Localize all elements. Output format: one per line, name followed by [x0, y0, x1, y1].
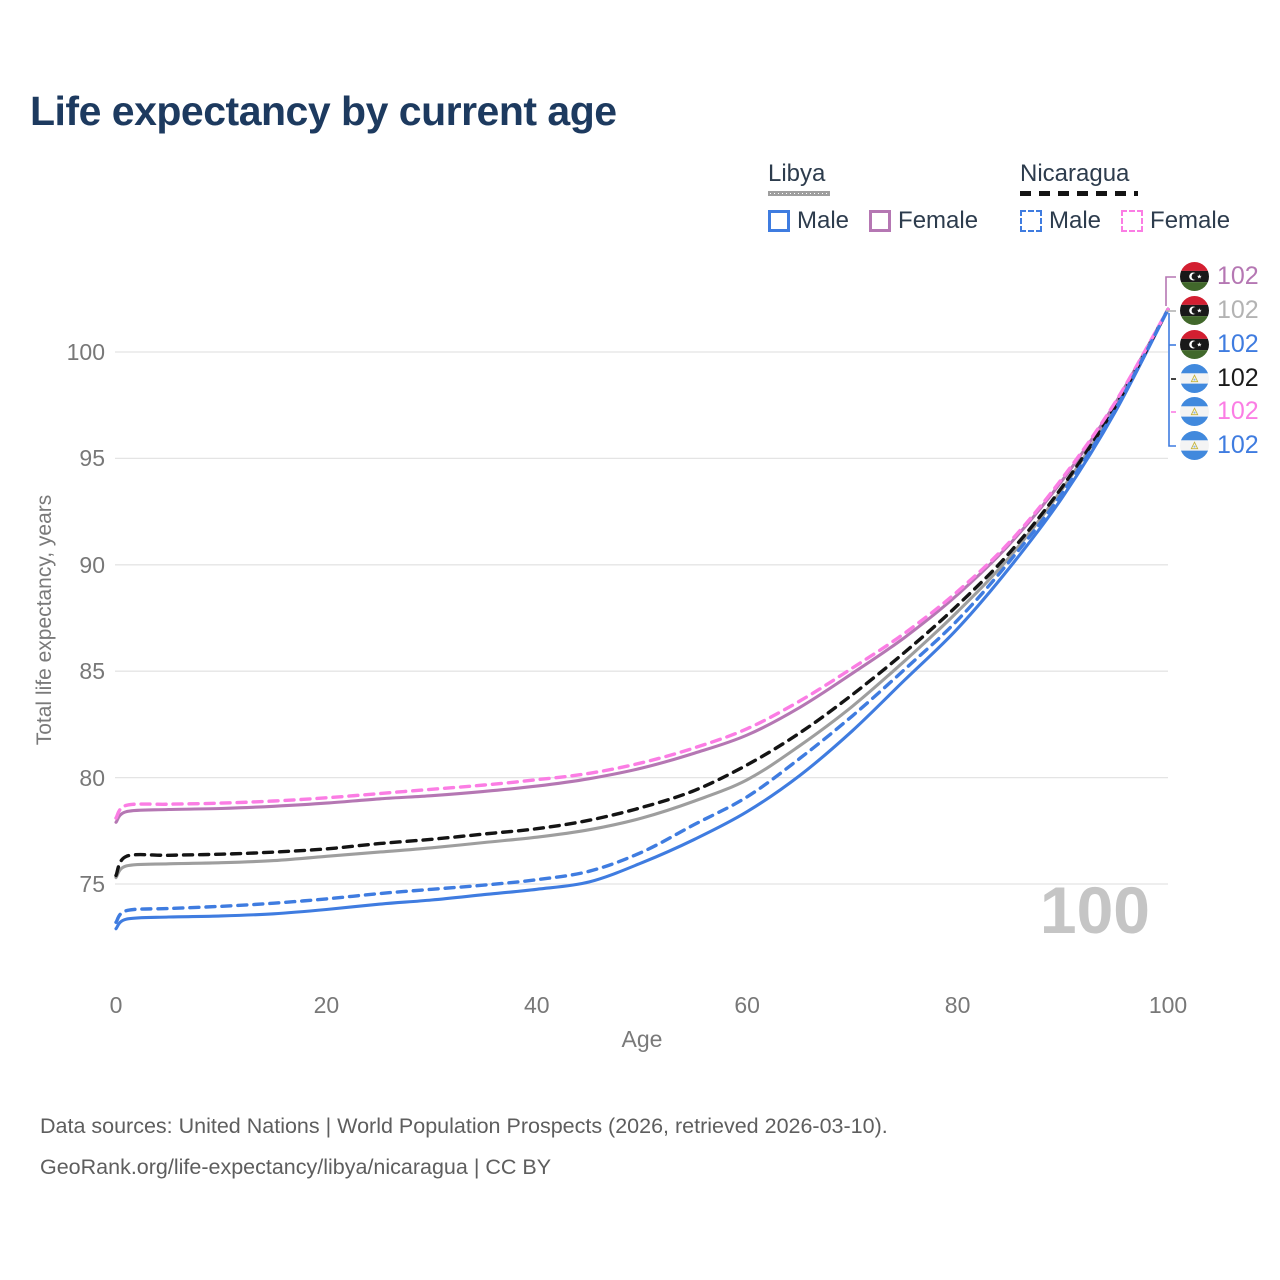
x-axis-title: Age — [621, 1026, 663, 1052]
legend-group-nicaragua: Nicaragua Male Female — [1020, 160, 1250, 235]
x-tick-100: 100 — [1148, 992, 1188, 1018]
legend-libya-label: Libya — [768, 160, 826, 187]
y-tick-80: 80 — [79, 764, 105, 791]
series-line-nicaragua-total[interactable] — [114, 307, 1170, 878]
footer-datasource: Data sources: United Nations | World Pop… — [40, 1114, 888, 1138]
legend-libya-linestyle — [768, 191, 830, 196]
end-label-value: 102 — [1217, 330, 1259, 358]
end-label-row-libya-1: 102 — [1180, 296, 1259, 325]
y-tick-90: 90 — [79, 551, 105, 578]
y-axis-title: Total life expectancy, years — [33, 494, 56, 746]
legend-label-libya-male[interactable]: Male — [797, 207, 850, 234]
x-tick-0: 0 — [109, 992, 123, 1018]
footer-url: GeoRank.org/life-expectancy/libya/nicara… — [40, 1155, 552, 1179]
legend-item-nicaragua-female[interactable]: Female — [1121, 207, 1230, 235]
legend-label-libya-female[interactable]: Female — [898, 207, 979, 234]
end-label-value: 102 — [1217, 431, 1259, 459]
x-tick-80: 80 — [944, 992, 971, 1018]
end-label-leader-line-2 — [1168, 313, 1176, 447]
series-line-libya-total[interactable] — [114, 307, 1170, 880]
legend-item-libya-male[interactable]: Male — [768, 207, 849, 235]
legend-swatch-nicaragua-male[interactable] — [1020, 210, 1042, 232]
legend-nicaragua-label: Nicaragua — [1020, 160, 1130, 187]
footer: Data sources: United Nations | World Pop… — [40, 1106, 888, 1188]
legend-nicaragua-linestyle — [1020, 191, 1138, 196]
series-line-libya-male[interactable] — [114, 307, 1170, 931]
end-label-row-nicaragua-3: 102 — [1180, 364, 1259, 393]
series-line-nicaragua-female[interactable] — [114, 307, 1170, 820]
libya-flag-icon — [1180, 262, 1209, 291]
end-label-row-nicaragua-4: 102 — [1180, 397, 1259, 426]
libya-flag-icon — [1180, 330, 1209, 359]
age-counter-watermark: 100 — [1039, 873, 1150, 947]
libya-flag-icon — [1180, 296, 1209, 325]
x-tick-60: 60 — [734, 992, 760, 1018]
end-label-value: 102 — [1217, 262, 1259, 290]
legend-item-nicaragua-male[interactable]: Male — [1020, 207, 1101, 235]
legend-swatch-libya-female[interactable] — [869, 210, 892, 232]
y-tick-100: 100 — [66, 339, 105, 365]
y-tick-75: 75 — [79, 871, 105, 897]
end-label-value: 102 — [1217, 364, 1259, 392]
end-label-leader-line-0 — [1165, 276, 1176, 306]
end-label-row-nicaragua-5: 102 — [1180, 431, 1259, 460]
legend-group-libya: Libya Male Female — [768, 160, 998, 235]
legend-libya-linestyle-dots — [770, 193, 828, 194]
end-label-row-libya-2: 102 — [1180, 330, 1259, 359]
x-tick-40: 40 — [524, 992, 550, 1018]
nicaragua-flag-icon — [1180, 397, 1209, 426]
series-line-nicaragua-male[interactable] — [114, 307, 1170, 925]
legend-swatch-nicaragua-female[interactable] — [1121, 210, 1144, 232]
y-tick-85: 85 — [79, 658, 105, 685]
legend-label-nicaragua-male[interactable]: Male — [1049, 207, 1102, 234]
nicaragua-flag-icon — [1180, 364, 1209, 393]
end-label-value: 102 — [1217, 397, 1259, 425]
end-label-value: 102 — [1217, 296, 1259, 324]
nicaragua-flag-icon — [1180, 431, 1209, 460]
x-tick-20: 20 — [313, 992, 340, 1018]
end-label-row-libya-0: 102 — [1180, 262, 1259, 291]
legend-swatch-libya-male[interactable] — [768, 210, 790, 232]
legend-item-libya-female[interactable]: Female — [869, 207, 978, 235]
y-tick-95: 95 — [79, 445, 105, 472]
page-title: Life expectancy by current age — [30, 88, 617, 134]
legend-label-nicaragua-female[interactable]: Female — [1150, 207, 1231, 234]
